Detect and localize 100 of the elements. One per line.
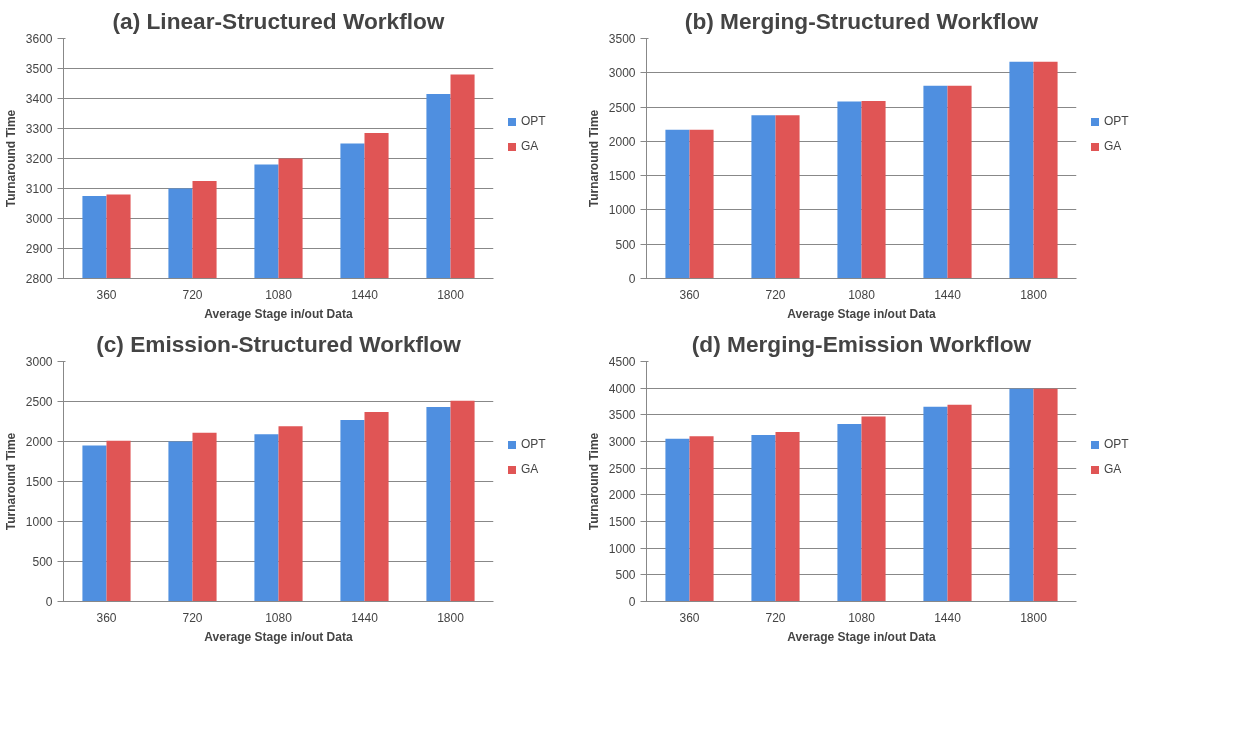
bar — [665, 129, 690, 279]
bar — [837, 101, 862, 279]
y-tick-label: 2800 — [25, 272, 53, 286]
bar — [861, 416, 886, 602]
x-tick-label: 360 — [679, 610, 700, 625]
y-tick-label: 0 — [45, 595, 53, 609]
x-tick-label: 1080 — [265, 610, 293, 625]
bar — [775, 431, 800, 602]
legend-label: GA — [1103, 138, 1123, 156]
x-tick-label: 1440 — [351, 287, 379, 302]
bar — [106, 440, 131, 602]
y-tick-label: 1000 — [608, 203, 636, 218]
y-tick-label: 1500 — [608, 169, 636, 184]
bar — [923, 406, 948, 602]
bar — [751, 435, 776, 602]
x-tick-label: 1800 — [437, 287, 465, 302]
bar — [192, 432, 217, 602]
x-tick-label: 1800 — [437, 610, 465, 625]
y-tick-label: 2000 — [25, 435, 53, 449]
legend-label: GA — [1103, 461, 1123, 479]
chart-title: (d) Merging-Emission Workflow — [691, 330, 1032, 357]
x-tick-label: 360 — [679, 287, 700, 302]
bar — [947, 85, 972, 279]
bar — [689, 129, 714, 279]
bar — [340, 419, 365, 602]
bar — [947, 404, 972, 602]
x-tick-label: 1440 — [934, 287, 962, 302]
y-tick-label: 4500 — [608, 355, 636, 369]
bar — [861, 100, 886, 279]
y-tick-label: 3100 — [25, 182, 53, 196]
y-tick-label: 2000 — [608, 488, 636, 503]
y-tick-label: 3000 — [608, 66, 636, 81]
legend-label: GA — [520, 138, 540, 156]
x-tick-label: 360 — [96, 610, 117, 625]
y-tick-label: 3500 — [608, 32, 636, 46]
y-tick-label: 3500 — [608, 408, 636, 423]
x-tick-label: 1080 — [848, 287, 876, 302]
x-tick-label: 720 — [765, 610, 786, 625]
bar — [689, 436, 714, 602]
y-tick-label: 3000 — [25, 355, 53, 369]
y-tick-label: 3600 — [25, 32, 53, 46]
y-tick-label: 1500 — [25, 475, 53, 489]
y-tick-label: 2500 — [25, 395, 53, 409]
bar — [450, 400, 475, 602]
bar — [1009, 388, 1034, 602]
y-tick-label: 2500 — [608, 100, 636, 115]
bar — [426, 407, 451, 602]
x-tick-label: 1080 — [848, 610, 876, 625]
y-axis-title: Turnaround Time — [3, 432, 18, 531]
y-tick-label: 3000 — [25, 212, 53, 226]
x-tick-label: 360 — [96, 287, 117, 302]
y-tick-label: 3300 — [25, 122, 53, 136]
x-tick-label: 1440 — [934, 610, 962, 625]
bar — [751, 115, 776, 279]
x-tick-label: 1440 — [351, 610, 379, 625]
y-tick-label: 2900 — [25, 242, 53, 256]
y-tick-label: 3200 — [25, 152, 53, 166]
y-tick-label: 2500 — [608, 461, 636, 476]
y-tick-label: 500 — [615, 237, 636, 252]
x-axis-title: Average Stage in/out Data — [787, 629, 936, 644]
y-tick-label: 3400 — [25, 92, 53, 106]
y-tick-label: 500 — [615, 568, 636, 583]
chart-title: (c) Emission-Structured Workflow — [96, 330, 462, 357]
bar — [1033, 61, 1058, 279]
x-axis-title: Average Stage in/out Data — [204, 629, 353, 644]
chart-title: (b) Merging-Structured Workflow — [684, 7, 1039, 34]
bar — [254, 434, 279, 602]
y-tick-label: 1000 — [25, 515, 53, 529]
y-axis-title: Turnaround Time — [3, 109, 18, 208]
y-tick-label: 2000 — [608, 134, 636, 149]
bar — [837, 423, 862, 602]
y-axis-title: Turnaround Time — [586, 432, 601, 531]
bar — [364, 411, 389, 602]
legend-label: OPT — [520, 436, 546, 453]
chart-title: (a) Linear-Structured Workflow — [112, 7, 445, 34]
bar — [1009, 61, 1034, 279]
y-tick-label: 0 — [628, 272, 636, 286]
x-tick-label: 720 — [182, 610, 203, 625]
y-tick-label: 3500 — [25, 62, 53, 76]
y-tick-label: 3000 — [608, 435, 636, 449]
x-axis-title: Average Stage in/out Data — [204, 306, 353, 321]
y-tick-label: 500 — [32, 555, 53, 569]
x-tick-label: 1800 — [1020, 610, 1048, 625]
y-axis-title: Turnaround Time — [586, 109, 601, 208]
y-tick-label: 4000 — [608, 381, 636, 396]
x-axis-title: Average Stage in/out Data — [787, 306, 936, 321]
bar — [923, 85, 948, 279]
x-tick-label: 1800 — [1020, 287, 1048, 302]
y-tick-label: 1500 — [608, 515, 636, 529]
bar — [775, 115, 800, 279]
legend-label: OPT — [1103, 436, 1129, 453]
bar — [168, 441, 193, 602]
x-tick-label: 720 — [182, 287, 203, 302]
x-tick-label: 720 — [765, 287, 786, 302]
x-tick-label: 1080 — [265, 287, 293, 302]
legend-label: OPT — [1103, 113, 1129, 130]
y-tick-label: 0 — [628, 595, 636, 609]
bar — [665, 438, 690, 602]
bar — [82, 445, 107, 602]
legend-label: GA — [520, 461, 540, 479]
